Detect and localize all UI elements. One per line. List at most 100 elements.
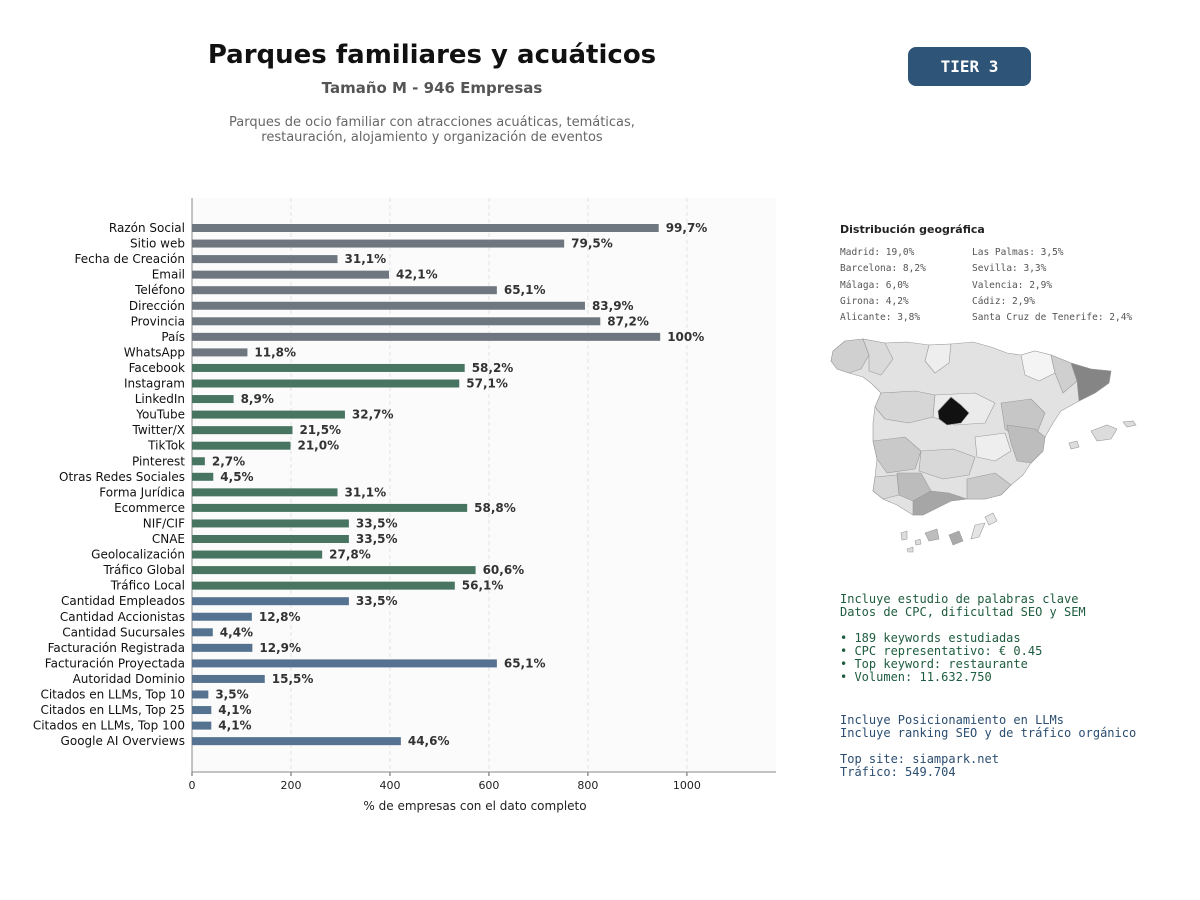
data-label: 4,5% [220,470,253,484]
map-canary-tenerife [924,528,940,542]
data-label: 87,2% [607,314,649,328]
category-label: Otras Redes Sociales [59,470,185,484]
map-region [830,338,870,374]
bar [192,457,205,466]
category-label: Pinterest [132,454,185,468]
data-label: 4,1% [218,719,251,733]
x-tick-label: 800 [577,779,598,792]
bar [192,597,349,606]
page-subtitle: Tamaño M - 946 Empresas [321,79,543,97]
bar [192,379,460,388]
data-label: 44,6% [408,734,450,748]
bar [192,581,455,590]
bar [192,503,468,512]
bar [192,643,253,652]
category-label: LinkedIn [135,392,185,406]
map-region [966,472,1012,500]
bar-chart: 0 200 400 600 800 1000 Razón Social 99,7% Sitio … [33,198,776,813]
x-tick-label: 0 [189,779,196,792]
keywords-line-2: Datos de CPC, dificultad SEO y SEM [840,605,1086,619]
bar [192,255,338,264]
category-label: Facebook [129,361,185,375]
category-label: Cantidad Accionistas [60,610,185,624]
description-line-1: Parques de ocio familiar con atracciones… [229,115,635,130]
data-label: 33,5% [356,532,398,546]
category-label: TikTok [147,439,185,453]
map-canary-gran-canaria [948,530,964,546]
bar [192,674,265,683]
bar [192,737,401,746]
category-label: Teléfono [134,283,185,297]
map-canary-la-palma [900,530,908,541]
data-label: 58,2% [472,361,514,375]
llm-line-1: Incluye Posicionamiento en LLMs [840,713,1064,727]
category-label: Cantidad Empleados [61,594,185,608]
category-label: Citados en LLMs, Top 25 [40,703,185,717]
tier-badge: TIER 3 [908,47,1031,86]
map-region [912,490,968,516]
bar [192,706,212,715]
x-tick-label: 600 [478,779,499,792]
data-label: 32,7% [352,408,394,422]
data-label: 21,0% [297,439,339,453]
description: Parques de ocio familiar con atracciones… [182,115,682,145]
bar [192,239,565,248]
category-label: Twitter/X [132,423,185,437]
data-label: 12,9% [259,641,301,655]
category-label: Tráfico Global [103,563,185,577]
category-label: NIF/CIF [143,516,185,530]
data-label: 21,5% [299,423,341,437]
geo-item: Sevilla: 3,3% [972,263,1047,274]
category-label: Fecha de Creación [75,252,185,266]
data-label: 42,1% [396,268,438,282]
data-label: 56,1% [462,579,504,593]
description-line-2: restauración, alojamiento y organización… [261,130,603,145]
map-region [918,448,976,480]
map-region [1050,354,1078,394]
data-label: 11,8% [254,345,296,359]
bar [192,519,349,528]
map-region [937,396,970,426]
llm-line-2: Incluye ranking SEO y de tráfico orgánic… [840,726,1137,740]
geo-item: Barcelona: 8,2% [840,263,926,274]
page-title: Parques familiares y acuáticos [207,40,657,70]
bar [192,224,659,232]
data-label: 3,5% [215,688,248,702]
geo-item: Alicante: 3,8% [840,312,921,323]
map-region [1006,424,1046,464]
keywords-bullet: • CPC representativo: € 0.45 [840,644,1043,658]
geo-item: Cádiz: 2,9% [972,296,1035,307]
bar [192,721,212,730]
map-canary-hierro [906,546,914,553]
bar [192,441,291,450]
geo-item: Valencia: 2,9% [972,280,1053,291]
category-label: Sitio web [130,237,185,251]
top-site: Top site: siampark.net [840,752,999,766]
map-region [1070,362,1112,402]
category-label: Email [152,268,185,282]
category-label: Dirección [129,299,185,313]
keywords-line-1: Incluye estudio de palabras clave [840,592,1079,606]
category-label: WhatsApp [124,345,185,359]
data-label: 31,1% [345,485,387,499]
map-canary-gomera [914,538,922,546]
data-label: 4,1% [218,703,251,717]
x-tick-label: 400 [379,779,400,792]
top-site-traffic: Tráfico: 549.704 [840,765,956,779]
bar [192,286,497,295]
category-label: Citados en LLMs, Top 100 [33,719,185,733]
bar [192,348,248,357]
category-label: CNAE [152,532,185,546]
bar [192,550,323,559]
category-label: Citados en LLMs, Top 10 [40,688,185,702]
bar [192,410,345,419]
data-label: 12,8% [259,610,301,624]
map-region [862,338,894,376]
bar [192,472,214,481]
geo-title: Distribución geográfica [840,223,985,236]
x-axis-title: % de empresas con el dato completo [363,799,586,813]
bar [192,690,209,699]
bar [192,301,585,310]
bar [192,332,661,341]
bar [192,395,234,404]
